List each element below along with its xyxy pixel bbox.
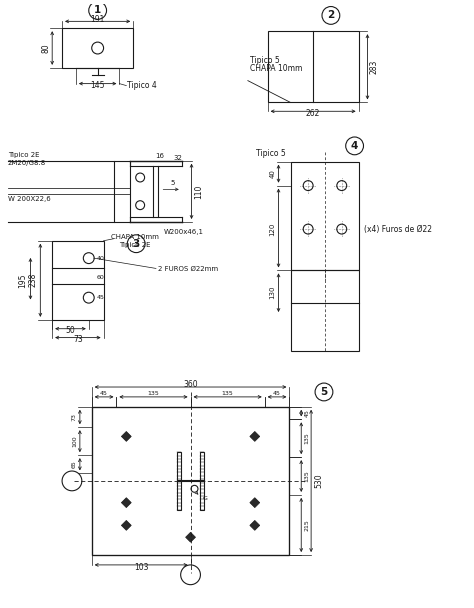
Text: 40: 40 [97,255,105,261]
Text: 283: 283 [369,60,378,74]
Bar [292,271,358,351]
Text: 45: 45 [304,409,309,417]
Text: 191: 191 [91,15,105,24]
Polygon shape [250,432,260,441]
Text: 238: 238 [28,273,37,288]
Text: Tipico 5: Tipico 5 [250,57,280,66]
Text: 45: 45 [97,295,105,300]
Text: 16: 16 [155,153,164,159]
Text: 45: 45 [100,392,108,396]
Text: 40: 40 [270,169,275,178]
Text: G: G [202,496,207,501]
Text: 135: 135 [147,392,159,396]
Bar [292,162,358,271]
Text: Tipico 2E: Tipico 2E [8,152,39,157]
Bar [201,452,204,510]
Text: 45: 45 [273,392,281,396]
Text: 1: 1 [94,5,101,15]
Text: Tipico 5: Tipico 5 [255,150,285,158]
Text: 110: 110 [194,184,203,199]
Bar [268,31,358,102]
Text: 215: 215 [304,519,309,531]
Text: (x4) Furos de Ø22: (x4) Furos de Ø22 [365,224,432,233]
Text: 195: 195 [18,273,27,288]
Bar [52,241,104,320]
Text: 5: 5 [171,181,175,187]
Polygon shape [121,432,131,441]
Bar [62,28,133,68]
Text: 103: 103 [134,564,148,572]
Text: 3: 3 [133,239,140,249]
Text: CHAPA 10mm: CHAPA 10mm [111,234,159,240]
Text: Tipico 2E: Tipico 2E [119,242,151,247]
Polygon shape [121,520,131,530]
Text: 73: 73 [72,413,77,421]
Text: CHAPA 10mm: CHAPA 10mm [250,64,302,74]
Text: 145: 145 [91,81,105,90]
Bar [114,161,130,222]
Text: 100: 100 [72,435,77,447]
Text: 2M20/G8.8: 2M20/G8.8 [8,160,46,165]
Polygon shape [250,520,260,530]
Text: 130: 130 [270,286,275,299]
Text: 65: 65 [72,460,77,468]
Text: W200x46,1: W200x46,1 [164,229,204,235]
Bar [177,452,181,510]
Text: 135: 135 [222,392,234,396]
Polygon shape [121,498,131,508]
Text: 120: 120 [270,223,275,236]
Bar [92,407,290,555]
Text: 5: 5 [320,387,328,397]
Text: 135: 135 [304,432,309,444]
Text: 32: 32 [174,154,182,161]
Polygon shape [186,532,195,542]
Text: 262: 262 [306,109,320,118]
Text: W 200X22,6: W 200X22,6 [8,196,50,202]
Text: 2 FUROS Ø22mm: 2 FUROS Ø22mm [158,266,218,271]
Text: 50: 50 [65,326,75,335]
Text: 360: 360 [183,379,198,389]
Text: 4: 4 [351,141,358,151]
Text: 135: 135 [304,470,309,482]
Text: 80: 80 [41,43,50,53]
Text: 2: 2 [327,10,335,21]
Text: 60: 60 [97,275,104,280]
Text: 530: 530 [314,474,323,488]
Text: Tipico 4: Tipico 4 [128,81,157,90]
Polygon shape [250,498,260,508]
Text: 73: 73 [73,335,83,344]
